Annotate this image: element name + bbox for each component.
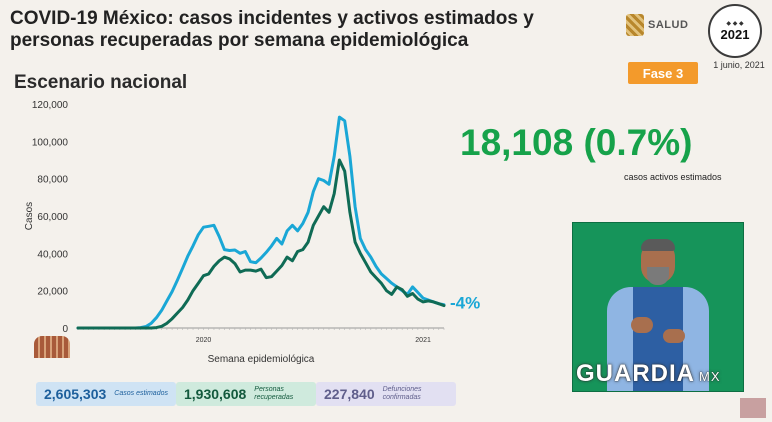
- scenario-subtitle: Escenario nacional: [14, 72, 188, 93]
- y-tick-label: 100,000: [32, 137, 69, 148]
- stat-value: 227,840: [324, 386, 375, 402]
- cases-line-chart: 0 20,000 40,000 60,000 80,000 100,000 120,000 C…: [24, 100, 480, 365]
- seal-ornament-icon: ◆ ◆ ◆: [726, 21, 744, 27]
- interpreter-hand-right: [663, 329, 685, 343]
- watermark-brand: GUARDIA: [576, 360, 695, 387]
- y-tick-label: 0: [62, 324, 68, 335]
- stat-label: Defunciones confirmadas: [382, 386, 422, 401]
- interpreter-hand-left: [631, 317, 653, 333]
- interpreter-hair: [641, 239, 675, 251]
- report-date: 1 junio, 2021: [713, 60, 765, 70]
- seal-year: 2021: [720, 27, 750, 42]
- salud-logo: SALUD: [626, 14, 688, 36]
- page-title: COVID-19 México: casos incidentes y acti…: [10, 8, 534, 51]
- stat-estimated-cases: 2,605,303 Casos estimados: [36, 382, 176, 406]
- stat-value: 1,930,608: [184, 386, 247, 402]
- y-tick-label: 20,000: [37, 287, 68, 298]
- salud-emblem-icon: [626, 14, 644, 36]
- phase-badge: Fase 3: [628, 62, 698, 84]
- gobierno-logo-icon: [740, 398, 766, 418]
- interpreter-beard: [647, 267, 669, 285]
- x-tick-label: 2021: [415, 337, 431, 344]
- y-tick-label: 40,000: [37, 249, 68, 260]
- x-tick-label: 2020: [196, 337, 212, 344]
- arch-decoration-icon: [34, 336, 70, 358]
- y-tick-label: 60,000: [37, 212, 68, 223]
- guardia-watermark: GUARDIA MX: [576, 360, 721, 388]
- stat-label: Personas recuperadas: [254, 386, 294, 401]
- active-cases-value: 18,108 (0.7%): [460, 122, 693, 163]
- series-line-active: [76, 158, 446, 330]
- watermark-suffix: MX: [699, 369, 721, 384]
- stat-label: Casos estimados: [114, 390, 168, 397]
- year-seal: ◆ ◆ ◆ 2021: [708, 4, 762, 58]
- stat-deaths: 227,840 Defunciones confirmadas: [316, 382, 456, 406]
- y-tick-label: 120,000: [32, 100, 69, 111]
- active-cases-label: casos activos estimados: [624, 172, 722, 182]
- sign-language-interpreter: [572, 222, 744, 392]
- y-tick-label: 80,000: [37, 175, 68, 186]
- x-axis-label: Semana epidemiológica: [208, 354, 315, 365]
- y-axis-label: Casos: [24, 202, 35, 230]
- stat-recovered: 1,930,608 Personas recuperadas: [176, 382, 316, 406]
- series-line-incident: [76, 115, 446, 330]
- change-annotation: -4%: [450, 294, 480, 313]
- stat-value: 2,605,303: [44, 386, 107, 402]
- salud-label: SALUD: [648, 19, 689, 31]
